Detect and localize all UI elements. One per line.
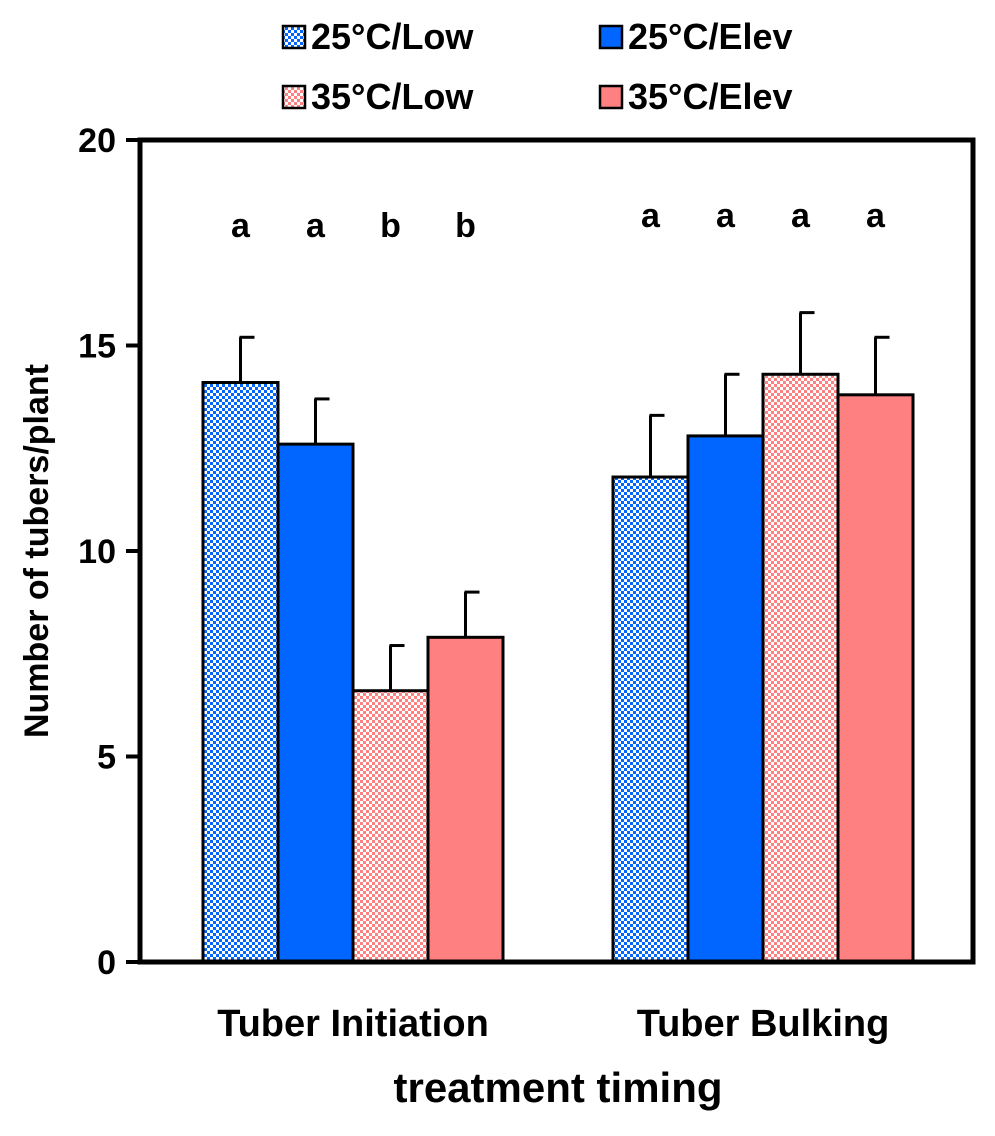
legend-swatch <box>598 24 624 50</box>
significance-letter: a <box>641 197 661 235</box>
x-category-label: Tuber Bulking <box>637 1003 890 1045</box>
y-tick-label: 15 <box>78 328 116 366</box>
y-axis-label: Number of tubers/plant <box>18 364 56 738</box>
bar <box>836 393 915 964</box>
y-tick-label: 5 <box>97 739 116 777</box>
error-bars <box>239 311 890 691</box>
legend-label: 35°C/Low <box>311 76 474 117</box>
y-axis-ticks: 0 5 10 15 20 <box>78 122 140 982</box>
bar <box>276 442 355 964</box>
y-tick-label: 0 <box>97 944 116 982</box>
bar <box>761 372 840 964</box>
significance-letter: a <box>716 197 736 235</box>
y-tick-label: 20 <box>78 122 116 160</box>
legend-swatch <box>598 84 624 110</box>
legend-swatch <box>281 84 307 110</box>
y-tick-label: 10 <box>78 533 116 571</box>
bar <box>686 434 765 964</box>
x-axis-label: treatment timing <box>393 1064 722 1111</box>
significance-letter: a <box>306 207 326 245</box>
bar <box>426 635 505 964</box>
legend-label: 25°C/Elev <box>628 16 793 57</box>
significance-letter: b <box>380 207 401 245</box>
x-category-label: Tuber Initiation <box>217 1003 489 1045</box>
bar <box>201 380 280 964</box>
x-axis-category-labels: Tuber Initiation Tuber Bulking <box>217 1003 889 1045</box>
bar <box>611 475 690 964</box>
significance-letter: a <box>866 197 886 235</box>
legend-label: 25°C/Low <box>311 16 474 57</box>
bar <box>351 689 430 964</box>
significance-letter: b <box>455 207 476 245</box>
bars <box>201 372 915 964</box>
legend: 25°C/Low 25°C/Elev 35°C/Low 35°C/Elev <box>281 16 793 117</box>
significance-letter: a <box>791 197 811 235</box>
significance-letter: a <box>231 207 251 245</box>
plot-frame <box>137 137 976 965</box>
legend-label: 35°C/Elev <box>628 76 793 117</box>
legend-swatch <box>281 24 307 50</box>
